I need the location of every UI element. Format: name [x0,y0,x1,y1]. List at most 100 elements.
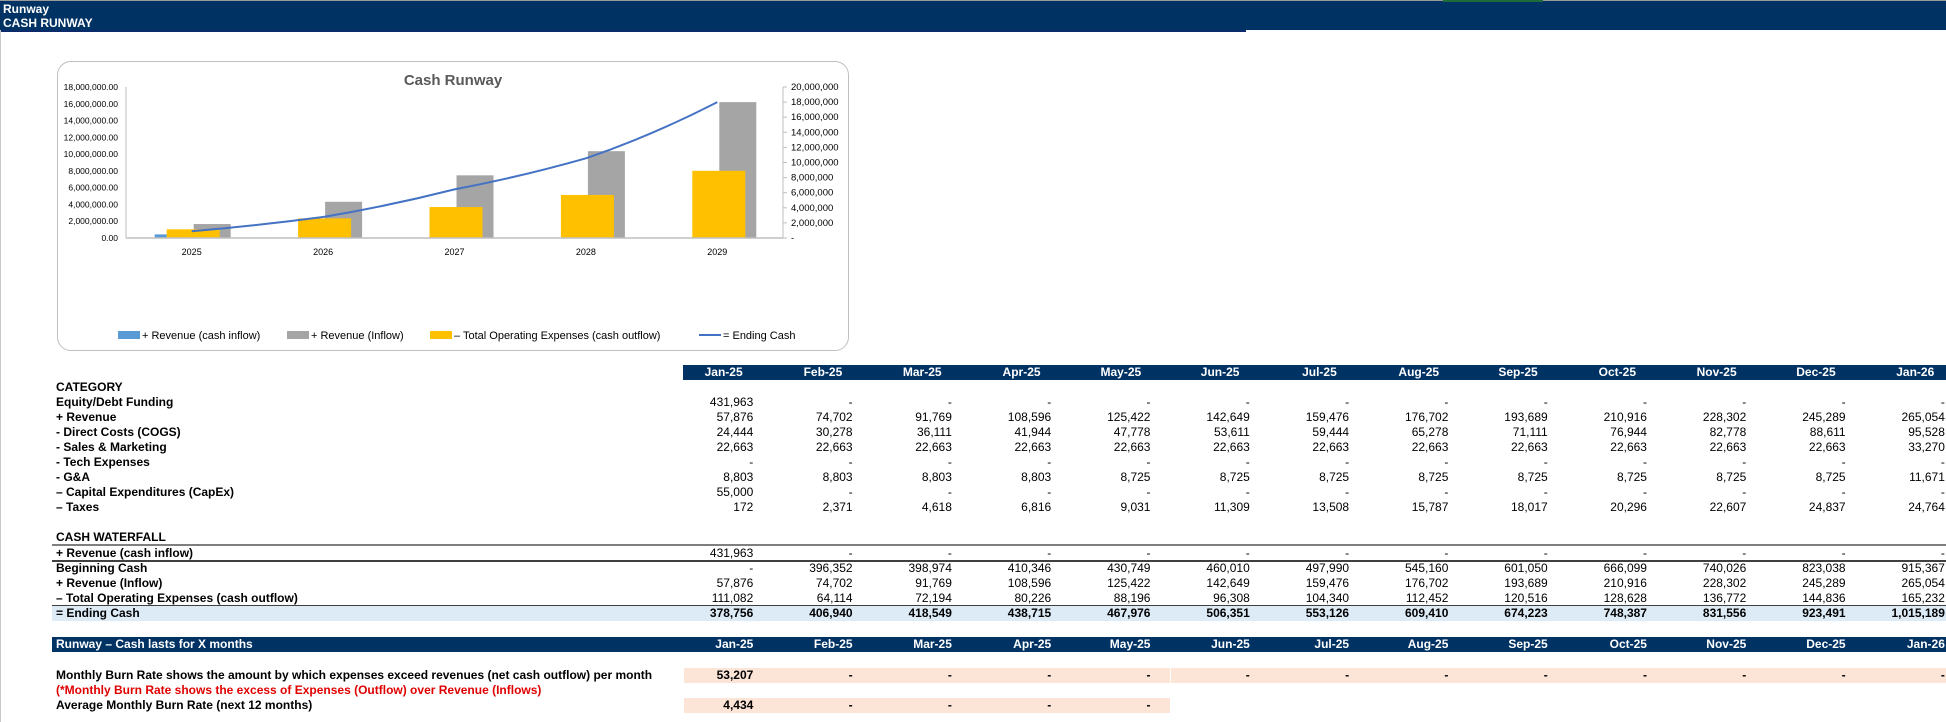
value-cell[interactable]: 82,778 [1709,425,1747,439]
value-cell[interactable]: - [773,698,873,713]
ending-cash-line[interactable] [191,101,718,233]
value-cell[interactable]: 228,302 [1702,410,1747,424]
value-cell[interactable]: 915,367 [1901,561,1945,575]
bar-2028-series-2[interactable] [560,194,614,238]
value-cell[interactable]: 406,940 [809,606,853,620]
legend-label[interactable]: = Ending Cash [723,330,795,342]
value-cell[interactable]: 430,749 [1107,561,1151,575]
value-cell[interactable]: 47,778 [1113,425,1151,439]
value-cell[interactable]: - [1369,668,1469,683]
value-cell[interactable]: - [1841,455,1846,469]
value-cell[interactable]: - [1567,668,1667,683]
value-cell[interactable]: 22,663 [1312,440,1350,454]
value-cell[interactable]: - [1742,455,1747,469]
value-cell[interactable]: 6,816 [1021,500,1052,514]
value-cell[interactable]: 108,596 [1007,576,1052,590]
value-cell[interactable]: 108,596 [1007,410,1052,424]
value-cell[interactable]: 193,689 [1504,576,1548,590]
value-cell[interactable]: - [971,698,1072,713]
bar-2029-series-2[interactable] [692,170,746,238]
value-cell[interactable]: - [1245,546,1250,560]
value-cell[interactable]: 8,803 [921,470,952,484]
value-cell[interactable]: - [1742,395,1747,409]
legend-label[interactable]: + Revenue (Inflow) [311,330,404,342]
value-cell[interactable]: - [872,698,972,713]
value-cell[interactable]: 4,618 [921,500,952,514]
value-cell[interactable]: - [1742,485,1747,499]
value-cell[interactable]: 8,803 [822,470,853,484]
value-cell[interactable]: 33,270 [1908,440,1945,454]
legend-label[interactable]: + Revenue (cash inflow) [142,330,260,342]
value-cell[interactable]: 13,508 [1312,500,1350,514]
value-cell[interactable]: - [872,668,972,683]
value-cell[interactable]: - [971,668,1072,683]
value-cell[interactable]: 8,803 [723,470,754,484]
value-cell[interactable]: - [947,395,952,409]
value-cell[interactable]: 22,663 [1610,440,1647,454]
value-cell[interactable]: - [1245,485,1250,499]
bar-2025-series-0[interactable] [154,234,167,238]
value-cell[interactable]: 18,017 [1510,500,1548,514]
value-cell[interactable]: 91,769 [915,410,952,424]
value-cell[interactable]: 8,725 [1616,470,1647,484]
value-cell[interactable]: - [1841,485,1846,499]
value-cell[interactable]: 245,289 [1802,410,1846,424]
value-cell[interactable]: - [1667,668,1767,683]
value-cell[interactable]: 22,663 [1113,440,1151,454]
value-cell[interactable]: 128,628 [1603,591,1647,605]
value-cell[interactable]: 176,702 [1405,576,1449,590]
value-cell[interactable]: - [1543,395,1548,409]
value-cell[interactable]: 8,725 [1219,470,1250,484]
value-cell[interactable]: 378,756 [709,606,754,620]
value-cell[interactable]: - [848,395,853,409]
value-cell[interactable]: 36,111 [916,425,952,439]
value-cell[interactable]: 210,916 [1603,576,1647,590]
value-cell[interactable]: 609,410 [1405,606,1449,620]
value-cell[interactable]: 8,725 [1815,470,1846,484]
value-cell[interactable]: - [848,455,853,469]
value-cell[interactable]: 748,387 [1603,606,1647,620]
value-cell[interactable]: 80,226 [1014,591,1052,605]
value-cell[interactable]: - [1642,485,1647,499]
value-cell[interactable]: 674,223 [1504,606,1548,620]
value-cell[interactable]: - [1543,455,1548,469]
value-cell[interactable]: 193,689 [1504,410,1548,424]
value-cell[interactable]: - [1047,546,1052,560]
value-cell[interactable]: - [1444,455,1449,469]
value-cell[interactable]: - [1345,455,1350,469]
value-cell[interactable]: 11,309 [1213,500,1250,514]
value-cell[interactable]: 9,031 [1120,500,1151,514]
value-cell[interactable]: - [1047,485,1052,499]
value-cell[interactable]: - [749,455,754,469]
value-cell[interactable]: 112,452 [1405,591,1449,605]
value-cell[interactable]: 96,308 [1213,591,1250,605]
value-cell[interactable]: 53,611 [1213,425,1250,439]
value-cell[interactable]: 8,725 [1418,470,1449,484]
value-cell[interactable]: - [1865,668,1946,683]
value-cell[interactable]: 24,444 [716,425,754,439]
value-cell[interactable]: 265,054 [1901,576,1945,590]
value-cell[interactable]: - [1146,395,1151,409]
value-cell[interactable]: 666,099 [1603,561,1647,575]
value-cell[interactable]: 438,715 [1007,606,1052,620]
value-cell[interactable]: 22,663 [1014,440,1052,454]
value-cell[interactable]: - [1642,395,1647,409]
value-cell[interactable]: 24,837 [1808,500,1846,514]
value-cell[interactable]: 22,663 [1709,440,1747,454]
value-cell[interactable]: 245,289 [1802,576,1846,590]
value-cell[interactable]: 545,160 [1405,561,1449,575]
value-cell[interactable]: 142,649 [1206,576,1250,590]
value-cell[interactable]: 1,015,189 [1891,606,1945,620]
value-cell[interactable]: 120,516 [1504,591,1548,605]
value-cell[interactable]: - [1940,546,1945,560]
value-cell[interactable]: 398,974 [908,561,952,575]
value-cell[interactable]: 15,787 [1411,500,1449,514]
value-cell[interactable]: 431,963 [709,395,754,409]
value-cell[interactable]: 11,671 [1909,470,1945,484]
value-cell[interactable]: 142,649 [1206,410,1250,424]
value-cell[interactable]: 59,444 [1312,425,1350,439]
value-cell[interactable]: - [1940,485,1945,499]
value-cell[interactable]: - [1543,546,1548,560]
value-cell[interactable]: - [947,546,952,560]
value-cell[interactable]: 104,340 [1305,591,1350,605]
